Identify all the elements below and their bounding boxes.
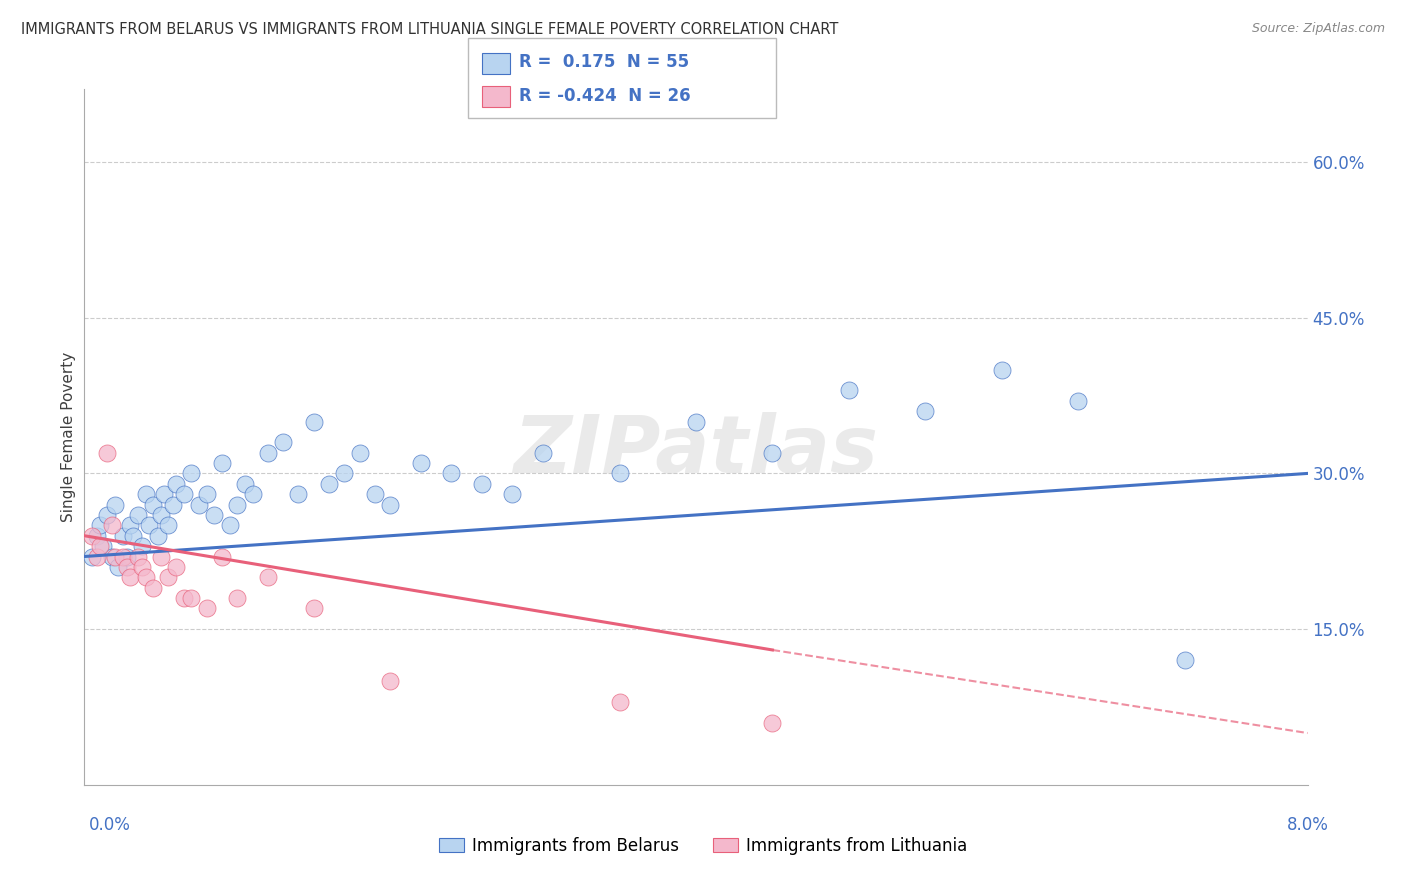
Point bbox=[104, 549, 127, 564]
Point bbox=[104, 498, 127, 512]
Point bbox=[173, 591, 195, 605]
Point bbox=[120, 518, 142, 533]
Point bbox=[111, 549, 134, 564]
Point bbox=[153, 487, 176, 501]
Point bbox=[89, 518, 111, 533]
Point bbox=[218, 518, 240, 533]
Point bbox=[838, 384, 860, 398]
Point bbox=[149, 508, 172, 522]
Point bbox=[111, 529, 134, 543]
Point bbox=[180, 591, 202, 605]
Point bbox=[914, 404, 936, 418]
Text: Source: ZipAtlas.com: Source: ZipAtlas.com bbox=[1251, 22, 1385, 36]
Point bbox=[157, 570, 180, 584]
Point bbox=[162, 498, 184, 512]
Point bbox=[685, 415, 707, 429]
Point bbox=[142, 581, 165, 595]
Point bbox=[318, 476, 340, 491]
Point bbox=[146, 529, 169, 543]
Point bbox=[115, 549, 138, 564]
Point bbox=[107, 560, 129, 574]
Point bbox=[302, 415, 325, 429]
Point bbox=[364, 487, 387, 501]
Point bbox=[180, 467, 202, 481]
Point bbox=[91, 539, 114, 553]
Point bbox=[101, 549, 124, 564]
Point bbox=[131, 539, 153, 553]
Text: R =  0.175  N = 55: R = 0.175 N = 55 bbox=[519, 54, 689, 71]
Point bbox=[233, 476, 256, 491]
Point bbox=[115, 560, 138, 574]
Point bbox=[127, 549, 149, 564]
Point bbox=[257, 445, 280, 459]
Point bbox=[761, 445, 783, 459]
Point bbox=[202, 508, 225, 522]
Point bbox=[80, 549, 103, 564]
Point bbox=[86, 549, 108, 564]
Point bbox=[96, 508, 118, 522]
Point bbox=[531, 445, 554, 459]
Point bbox=[287, 487, 309, 501]
Point bbox=[609, 695, 631, 709]
Point bbox=[165, 476, 187, 491]
Point bbox=[135, 570, 157, 584]
Point bbox=[101, 518, 124, 533]
Point bbox=[302, 601, 325, 615]
Point bbox=[990, 362, 1012, 376]
Point bbox=[226, 591, 249, 605]
Point bbox=[195, 487, 218, 501]
Point bbox=[127, 508, 149, 522]
Point bbox=[131, 560, 153, 574]
Point bbox=[157, 518, 180, 533]
Point bbox=[138, 518, 160, 533]
Point bbox=[271, 435, 294, 450]
Point bbox=[609, 467, 631, 481]
Text: IMMIGRANTS FROM BELARUS VS IMMIGRANTS FROM LITHUANIA SINGLE FEMALE POVERTY CORRE: IMMIGRANTS FROM BELARUS VS IMMIGRANTS FR… bbox=[21, 22, 838, 37]
Text: R = -0.424  N = 26: R = -0.424 N = 26 bbox=[519, 87, 690, 105]
Point bbox=[1174, 653, 1197, 667]
Point bbox=[471, 476, 494, 491]
Point bbox=[135, 487, 157, 501]
Point bbox=[89, 539, 111, 553]
Point bbox=[188, 498, 211, 512]
Point bbox=[165, 560, 187, 574]
Legend: Immigrants from Belarus, Immigrants from Lithuania: Immigrants from Belarus, Immigrants from… bbox=[432, 830, 974, 862]
Point bbox=[242, 487, 264, 501]
Point bbox=[257, 570, 280, 584]
Point bbox=[96, 445, 118, 459]
Point bbox=[761, 715, 783, 730]
Point bbox=[211, 456, 233, 470]
Text: 0.0%: 0.0% bbox=[89, 816, 131, 834]
Point bbox=[86, 529, 108, 543]
Point bbox=[80, 529, 103, 543]
Text: ZIPatlas: ZIPatlas bbox=[513, 412, 879, 490]
Point bbox=[409, 456, 432, 470]
Point bbox=[380, 674, 402, 689]
Point bbox=[333, 467, 356, 481]
Point bbox=[1067, 393, 1090, 408]
Point bbox=[149, 549, 172, 564]
Point bbox=[173, 487, 195, 501]
Point bbox=[380, 498, 402, 512]
Point bbox=[211, 549, 233, 564]
Point bbox=[195, 601, 218, 615]
Y-axis label: Single Female Poverty: Single Female Poverty bbox=[60, 352, 76, 522]
Point bbox=[501, 487, 523, 501]
Point bbox=[226, 498, 249, 512]
Point bbox=[122, 529, 145, 543]
Point bbox=[120, 570, 142, 584]
Point bbox=[349, 445, 371, 459]
Point bbox=[440, 467, 463, 481]
Point bbox=[142, 498, 165, 512]
Text: 8.0%: 8.0% bbox=[1286, 816, 1329, 834]
